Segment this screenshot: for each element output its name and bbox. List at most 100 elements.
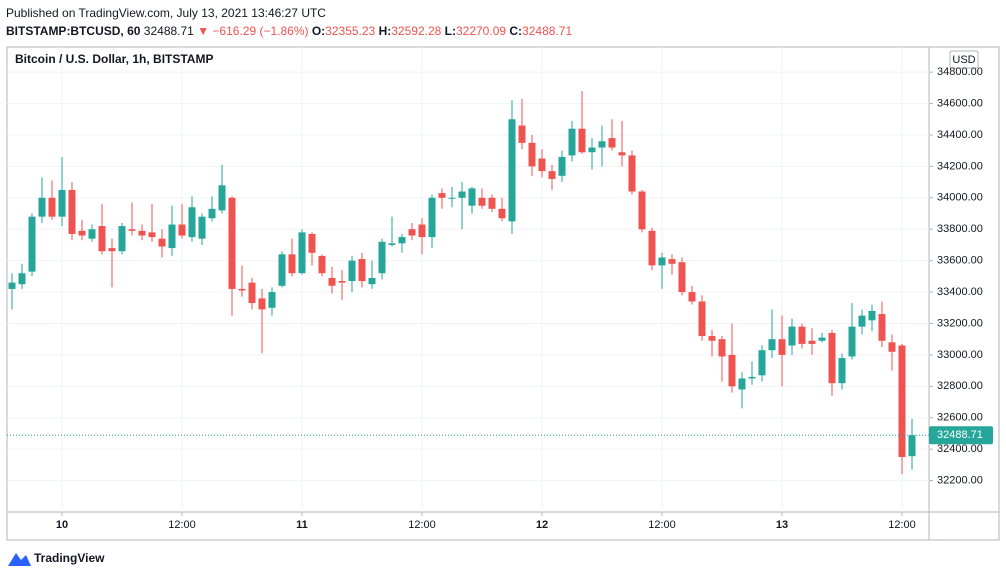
y-tick-label: 32600.00 xyxy=(937,412,983,424)
candle-body xyxy=(258,298,266,310)
candle-body xyxy=(408,229,416,236)
y-tick-label: 33200.00 xyxy=(937,317,983,329)
candle-body xyxy=(98,226,106,252)
candle-body xyxy=(108,248,116,252)
candle-body xyxy=(378,241,386,274)
candle-body xyxy=(498,208,506,219)
candle-body xyxy=(758,350,766,376)
candle-body xyxy=(478,197,486,206)
candle-body xyxy=(448,197,456,199)
x-tick-label: 12 xyxy=(536,519,548,531)
candle-body xyxy=(768,339,776,351)
candle-body xyxy=(718,339,726,357)
candle-body xyxy=(198,216,206,239)
candle-body xyxy=(568,128,576,156)
candle-body xyxy=(438,193,446,198)
candle-body xyxy=(808,340,816,344)
grid xyxy=(7,47,929,512)
candle-body xyxy=(548,171,556,179)
candle-body xyxy=(148,232,156,238)
candle-body xyxy=(868,310,876,321)
candle-body xyxy=(428,197,436,238)
logo-icon xyxy=(8,553,31,566)
candle-body xyxy=(748,376,756,379)
candle-body xyxy=(38,197,46,217)
brand: TradingView xyxy=(34,551,105,565)
candle-body xyxy=(828,332,836,384)
candle-body xyxy=(358,259,366,282)
candle-body xyxy=(278,254,286,286)
candle-body xyxy=(728,354,736,387)
l-label: L: xyxy=(444,24,456,38)
candle-body xyxy=(578,128,586,153)
candle-body xyxy=(58,189,66,217)
candle-body xyxy=(228,197,236,289)
candle-body xyxy=(798,326,806,344)
candle-body xyxy=(78,230,86,236)
y-tick-label: 32800.00 xyxy=(937,380,983,392)
logo xyxy=(8,553,31,566)
x-tick-label: 12:00 xyxy=(648,519,676,531)
y-tick-label: 34200.00 xyxy=(937,160,983,172)
candle-body xyxy=(908,435,916,457)
candle-body xyxy=(488,197,496,209)
candle-body xyxy=(598,141,606,148)
candle-body xyxy=(608,138,616,148)
candle-body xyxy=(178,224,186,236)
header: Published on TradingView.com, July 13, 2… xyxy=(6,4,572,40)
candle-body xyxy=(848,326,856,357)
candle-body xyxy=(788,326,796,346)
candle-body xyxy=(328,277,336,286)
candle-body xyxy=(338,281,346,283)
x-tick-label: 12:00 xyxy=(408,519,436,531)
candle-body xyxy=(638,191,646,230)
candle-body xyxy=(538,158,546,172)
x-tick-label: 11 xyxy=(296,519,308,531)
candle-body xyxy=(138,230,146,236)
chart-title: Bitcoin / U.S. Dollar, 1h, BITSTAMP xyxy=(15,52,213,66)
candle-body xyxy=(158,238,166,247)
x-tick-label: 10 xyxy=(56,519,68,531)
candle-body xyxy=(128,229,136,231)
candle-body xyxy=(238,288,246,291)
candle-body xyxy=(738,378,746,390)
currency-box xyxy=(949,50,979,69)
y-tick-label: 34400.00 xyxy=(937,129,983,141)
last-price: 32488.71 xyxy=(143,24,194,38)
candle-body xyxy=(68,189,76,234)
candle-body xyxy=(588,147,596,153)
candle-body xyxy=(48,197,56,217)
candle-body xyxy=(388,243,396,245)
y-tick-label: 33000.00 xyxy=(937,349,983,361)
currency: USD xyxy=(952,54,975,66)
candle-body xyxy=(878,314,886,341)
candle-body xyxy=(88,229,96,239)
candle-body xyxy=(858,315,866,327)
open-value: 32355.23 xyxy=(325,24,376,38)
y-tick-label: 33400.00 xyxy=(937,286,983,298)
candle-body xyxy=(648,230,656,266)
x-tick-label: 12:00 xyxy=(888,519,916,531)
candle-body xyxy=(188,207,196,238)
y-tick-label: 33800.00 xyxy=(937,223,983,235)
candle-body xyxy=(28,216,36,272)
candle-body xyxy=(418,224,426,238)
candle-body xyxy=(618,152,626,156)
y-tick-label: 32400.00 xyxy=(937,443,983,455)
x-tick-label: 13 xyxy=(776,519,788,531)
y-tick-label: 34000.00 xyxy=(937,192,983,204)
candle-body xyxy=(838,358,846,384)
y-tick-label: 33600.00 xyxy=(937,255,983,267)
frame xyxy=(6,46,1000,541)
candle-body xyxy=(688,292,696,302)
candle-body xyxy=(528,142,536,167)
candle-body xyxy=(458,191,466,198)
low-value: 32270.09 xyxy=(455,24,507,38)
candle-body xyxy=(368,277,376,285)
quote-line: BITSTAMP:BTCUSD, 60 32488.71 ▼ −616.29 (… xyxy=(6,22,572,40)
candle-body xyxy=(778,339,786,355)
y-tick-label: 34600.00 xyxy=(937,97,983,109)
symbol: BITSTAMP:BTCUSD, 60 xyxy=(6,24,141,38)
candle-body xyxy=(168,224,176,249)
